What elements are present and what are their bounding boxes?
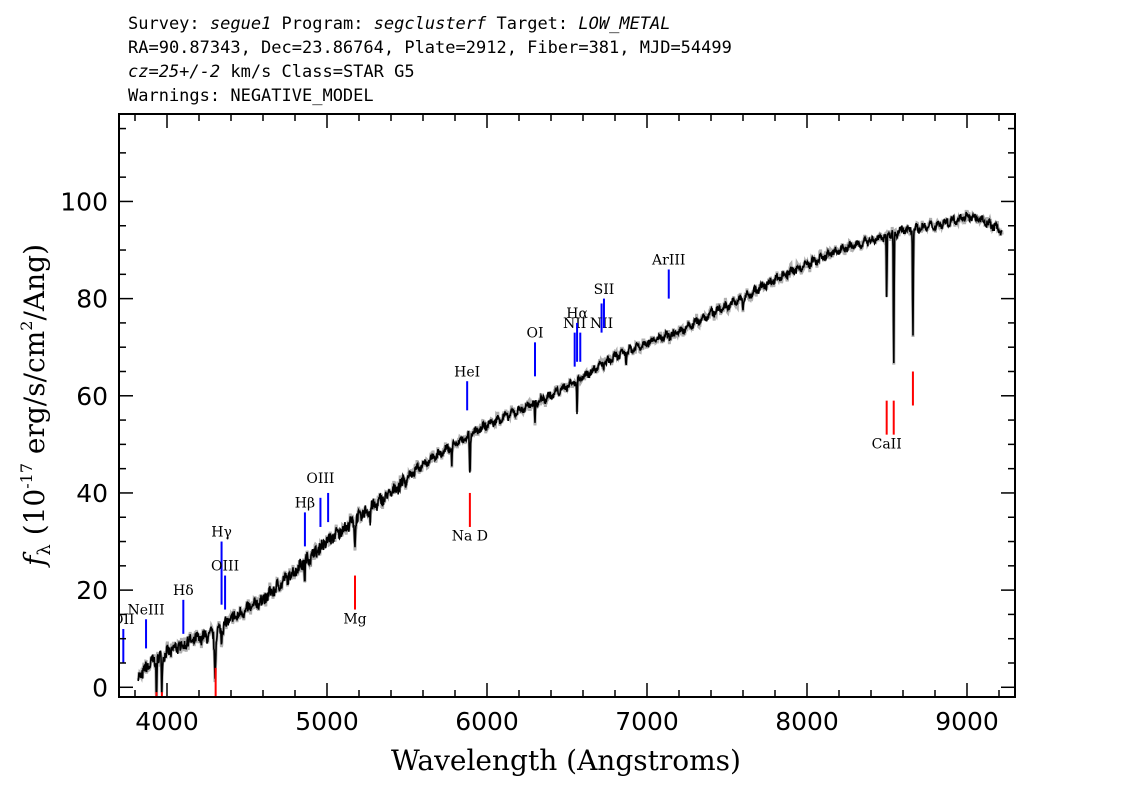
survey-prefix: Survey: <box>128 14 210 34</box>
y-tick-label: 80 <box>76 285 108 314</box>
emission-line-label: Hδ <box>173 583 194 599</box>
emission-line-label: OI <box>526 325 543 341</box>
x-tick-label: 7000 <box>615 707 679 736</box>
y-tick-label: 100 <box>60 187 108 216</box>
header-line-coordinates: RA=90.87343, Dec=23.86764, Plate=2912, F… <box>128 38 732 58</box>
emission-line-label: ArIII <box>651 253 685 269</box>
target-prefix: Target: <box>486 14 579 34</box>
emission-line-label: Hβ <box>295 496 315 512</box>
class-text: km/s Class=STAR G5 <box>220 62 415 82</box>
emission-line-label: NII <box>563 316 586 332</box>
emission-line-label: OIII <box>211 559 239 575</box>
axis-tick-labels: 4000 5000 6000 7000 8000 9000 0 20 40 60 80 100 <box>60 187 999 736</box>
x-tick-label: 4000 <box>135 707 199 736</box>
x-tick-label: 8000 <box>775 707 839 736</box>
emission-line-label: Hα <box>566 306 588 322</box>
x-axis-title: Wavelength (Angstroms) <box>391 744 741 777</box>
emission-line-label: HeI <box>454 364 480 380</box>
target-value: LOW_METAL <box>578 14 671 34</box>
emission-line-label: NII <box>590 316 613 332</box>
x-tick-label: 5000 <box>295 707 359 736</box>
y-tick-label: 40 <box>76 479 108 508</box>
emission-line-label: SII <box>594 282 615 298</box>
absorption-line-label: Mg <box>343 611 366 627</box>
cz-value: cz=25+/-2 <box>128 62 221 82</box>
spectrum-line <box>137 211 1003 697</box>
program-value: segclusterf <box>373 14 487 34</box>
absorption-line-label: Na D <box>452 529 488 545</box>
axis-ticks <box>119 114 1015 697</box>
emission-line-label: Hγ <box>211 525 232 541</box>
header-line-redshift: cz=25+/-2 km/s Class=STAR G5 <box>128 60 732 84</box>
program-prefix: Program: <box>271 14 374 34</box>
header-line-warnings: Warnings: NEGATIVE_MODEL <box>128 86 374 106</box>
survey-value: segue1 <box>209 14 272 34</box>
emission-line-label: OIII <box>306 471 334 487</box>
x-tick-label: 9000 <box>935 707 999 736</box>
error-band <box>136 209 1004 697</box>
header-line-survey: Survey: segue1 Program: segclusterf Targ… <box>128 12 732 36</box>
spectrum-header: Survey: segue1 Program: segclusterf Targ… <box>128 12 732 108</box>
emission-line-label: NeIII <box>127 602 164 618</box>
absorption-line-label: CaII <box>872 436 902 452</box>
y-tick-label: 0 <box>92 673 108 702</box>
y-tick-label: 20 <box>76 576 108 605</box>
y-axis-title: fλ (10-17 erg/s/cm2/Ang) <box>17 244 55 568</box>
y-tick-label: 60 <box>76 382 108 411</box>
emission-line-label: OII <box>112 612 135 628</box>
x-tick-label: 6000 <box>455 707 519 736</box>
plot-frame <box>118 113 1016 698</box>
